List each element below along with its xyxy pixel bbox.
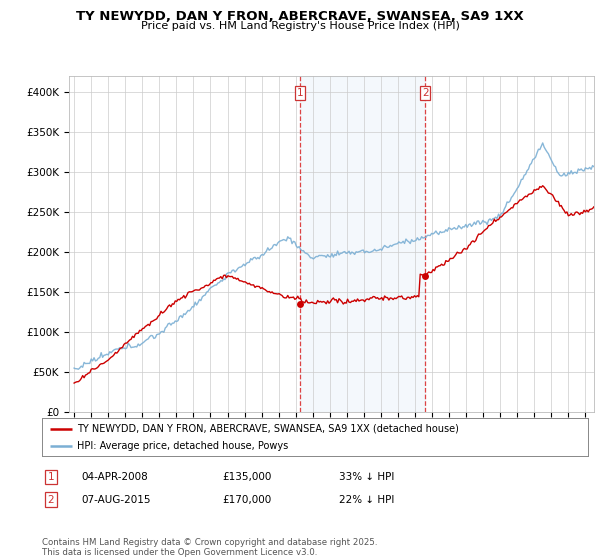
Text: Contains HM Land Registry data © Crown copyright and database right 2025.
This d: Contains HM Land Registry data © Crown c… xyxy=(42,538,377,557)
Text: 07-AUG-2015: 07-AUG-2015 xyxy=(81,494,151,505)
Bar xyxy=(300,76,425,412)
Text: 2: 2 xyxy=(422,88,428,98)
Text: TY NEWYDD, DAN Y FRON, ABERCRAVE, SWANSEA, SA9 1XX: TY NEWYDD, DAN Y FRON, ABERCRAVE, SWANSE… xyxy=(76,10,524,23)
Text: HPI: Average price, detached house, Powys: HPI: Average price, detached house, Powy… xyxy=(77,441,289,451)
Text: Price paid vs. HM Land Registry's House Price Index (HPI): Price paid vs. HM Land Registry's House … xyxy=(140,21,460,31)
Text: 22% ↓ HPI: 22% ↓ HPI xyxy=(339,494,394,505)
Text: 1: 1 xyxy=(296,88,303,98)
Text: TY NEWYDD, DAN Y FRON, ABERCRAVE, SWANSEA, SA9 1XX (detached house): TY NEWYDD, DAN Y FRON, ABERCRAVE, SWANSE… xyxy=(77,423,460,433)
Text: 2: 2 xyxy=(47,494,55,505)
Text: 1: 1 xyxy=(47,472,55,482)
Text: 04-APR-2008: 04-APR-2008 xyxy=(81,472,148,482)
Text: £135,000: £135,000 xyxy=(222,472,271,482)
Text: 33% ↓ HPI: 33% ↓ HPI xyxy=(339,472,394,482)
Text: £170,000: £170,000 xyxy=(222,494,271,505)
